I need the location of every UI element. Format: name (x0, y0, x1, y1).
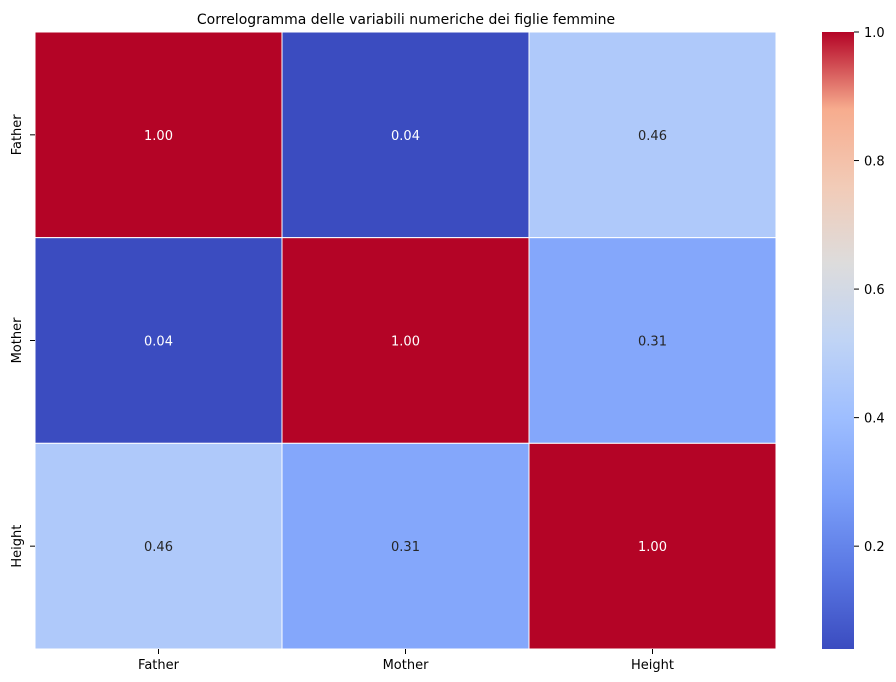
heatmap-cell (34, 237, 283, 444)
heatmap-cells (34, 31, 777, 650)
cell-value-label: 1.00 (391, 335, 420, 350)
heatmap-cell (34, 442, 283, 650)
colorbar-tick-label: 0.2 (864, 540, 885, 555)
heatmap-cell (281, 237, 530, 444)
cell-value-label: 0.31 (391, 540, 420, 555)
y-tick-label: Height (10, 525, 25, 568)
chart-title: Correlogramma delle variabili numeriche … (197, 12, 615, 28)
heatmap-cell-labels: 1.00 0.04 0.46 0.04 1.00 0.31 0.46 0.31 1.00 (144, 129, 667, 555)
cell-value-label: 0.04 (391, 129, 420, 144)
colorbar-tick-label: 0.8 (864, 155, 885, 170)
cell-value-label: 1.00 (144, 129, 173, 144)
x-tick-label: Height (631, 658, 674, 673)
x-axis: Father Mother Height (138, 649, 674, 673)
colorbar-gradient (822, 32, 854, 649)
heatmap-cell (281, 442, 530, 650)
heatmap-cell (528, 237, 777, 444)
heatmap-cell (34, 31, 283, 239)
heatmap-cell (528, 31, 777, 239)
colorbar-tick-label: 0.4 (864, 412, 885, 427)
colorbar-tick-label: 1.0 (864, 26, 885, 41)
x-tick-label: Mother (383, 658, 430, 673)
colorbar: 0.2 0.4 0.6 0.8 1.0 (822, 26, 885, 649)
colorbar-ticks: 0.2 0.4 0.6 0.8 1.0 (854, 26, 885, 555)
y-axis: Father Mother Height (10, 114, 35, 568)
cell-value-label: 0.46 (144, 540, 173, 555)
cell-value-label: 0.46 (638, 129, 667, 144)
cell-value-label: 1.00 (638, 540, 667, 555)
y-tick-label: Mother (10, 317, 25, 364)
cell-value-label: 0.04 (144, 335, 173, 350)
cell-value-label: 0.31 (638, 335, 667, 350)
x-tick-label: Father (138, 658, 180, 673)
heatmap-cell (281, 31, 530, 239)
colorbar-tick-label: 0.6 (864, 283, 885, 298)
y-tick-label: Father (10, 114, 25, 156)
